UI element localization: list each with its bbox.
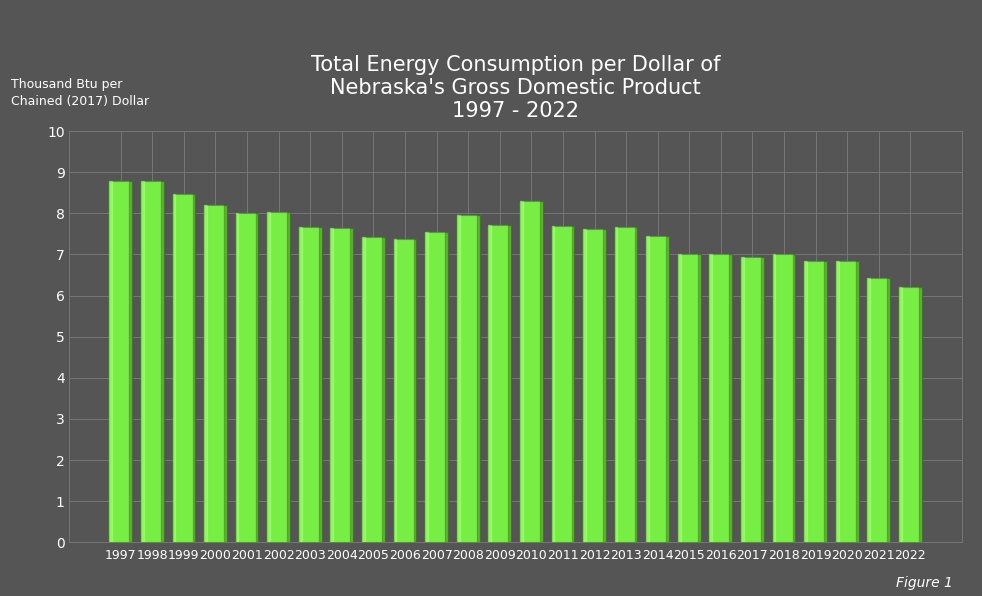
Bar	[413, 239, 416, 542]
Bar	[192, 194, 195, 542]
Bar	[634, 226, 637, 542]
Bar	[741, 256, 764, 542]
Bar	[130, 181, 133, 542]
Bar	[520, 201, 543, 542]
Bar	[867, 278, 870, 542]
Bar	[572, 226, 574, 542]
Bar	[267, 212, 270, 542]
Bar	[255, 213, 258, 542]
Bar	[836, 262, 858, 542]
Bar	[824, 262, 827, 542]
Text: Figure 1: Figure 1	[896, 576, 953, 590]
Bar	[425, 232, 448, 542]
Bar	[319, 226, 322, 542]
Bar	[730, 254, 733, 542]
Bar	[615, 226, 618, 542]
Bar	[173, 194, 175, 542]
Bar	[331, 228, 354, 542]
Bar	[141, 181, 143, 542]
Bar	[836, 262, 839, 542]
Bar	[362, 237, 385, 542]
Title: Total Energy Consumption per Dollar of
Nebraska's Gross Domestic Product
1997 - : Total Energy Consumption per Dollar of N…	[310, 55, 721, 121]
Bar	[603, 229, 606, 542]
Bar	[888, 278, 890, 542]
Bar	[267, 212, 290, 542]
Bar	[394, 239, 416, 542]
Bar	[919, 287, 922, 542]
Bar	[161, 181, 164, 542]
Bar	[741, 256, 743, 542]
Bar	[856, 262, 858, 542]
Bar	[425, 232, 428, 542]
Bar	[173, 194, 195, 542]
Bar	[773, 254, 795, 542]
Bar	[646, 236, 649, 542]
Bar	[792, 254, 795, 542]
Bar	[477, 215, 479, 542]
Bar	[488, 225, 491, 542]
Bar	[457, 215, 479, 542]
Bar	[615, 226, 637, 542]
Bar	[299, 226, 301, 542]
Bar	[899, 287, 901, 542]
Bar	[351, 228, 354, 542]
Bar	[141, 181, 164, 542]
Bar	[520, 201, 522, 542]
Bar	[204, 205, 207, 542]
Bar	[583, 229, 586, 542]
Bar	[236, 213, 258, 542]
Bar	[540, 201, 543, 542]
Bar	[445, 232, 448, 542]
Bar	[236, 213, 239, 542]
Text: Thousand Btu per
Chained (2017) Dollar: Thousand Btu per Chained (2017) Dollar	[11, 77, 149, 108]
Bar	[488, 225, 511, 542]
Bar	[583, 229, 606, 542]
Bar	[678, 254, 681, 542]
Bar	[299, 226, 322, 542]
Bar	[646, 236, 669, 542]
Bar	[382, 237, 385, 542]
Bar	[331, 228, 333, 542]
Bar	[709, 254, 733, 542]
Bar	[457, 215, 460, 542]
Bar	[394, 239, 397, 542]
Bar	[867, 278, 890, 542]
Bar	[761, 256, 764, 542]
Bar	[109, 181, 112, 542]
Bar	[667, 236, 669, 542]
Bar	[552, 226, 574, 542]
Bar	[804, 262, 807, 542]
Bar	[224, 205, 227, 542]
Bar	[362, 237, 364, 542]
Bar	[204, 205, 227, 542]
Bar	[698, 254, 700, 542]
Bar	[552, 226, 554, 542]
Bar	[109, 181, 133, 542]
Bar	[678, 254, 700, 542]
Bar	[509, 225, 511, 542]
Bar	[288, 212, 290, 542]
Bar	[804, 262, 827, 542]
Bar	[709, 254, 712, 542]
Bar	[899, 287, 922, 542]
Bar	[773, 254, 776, 542]
